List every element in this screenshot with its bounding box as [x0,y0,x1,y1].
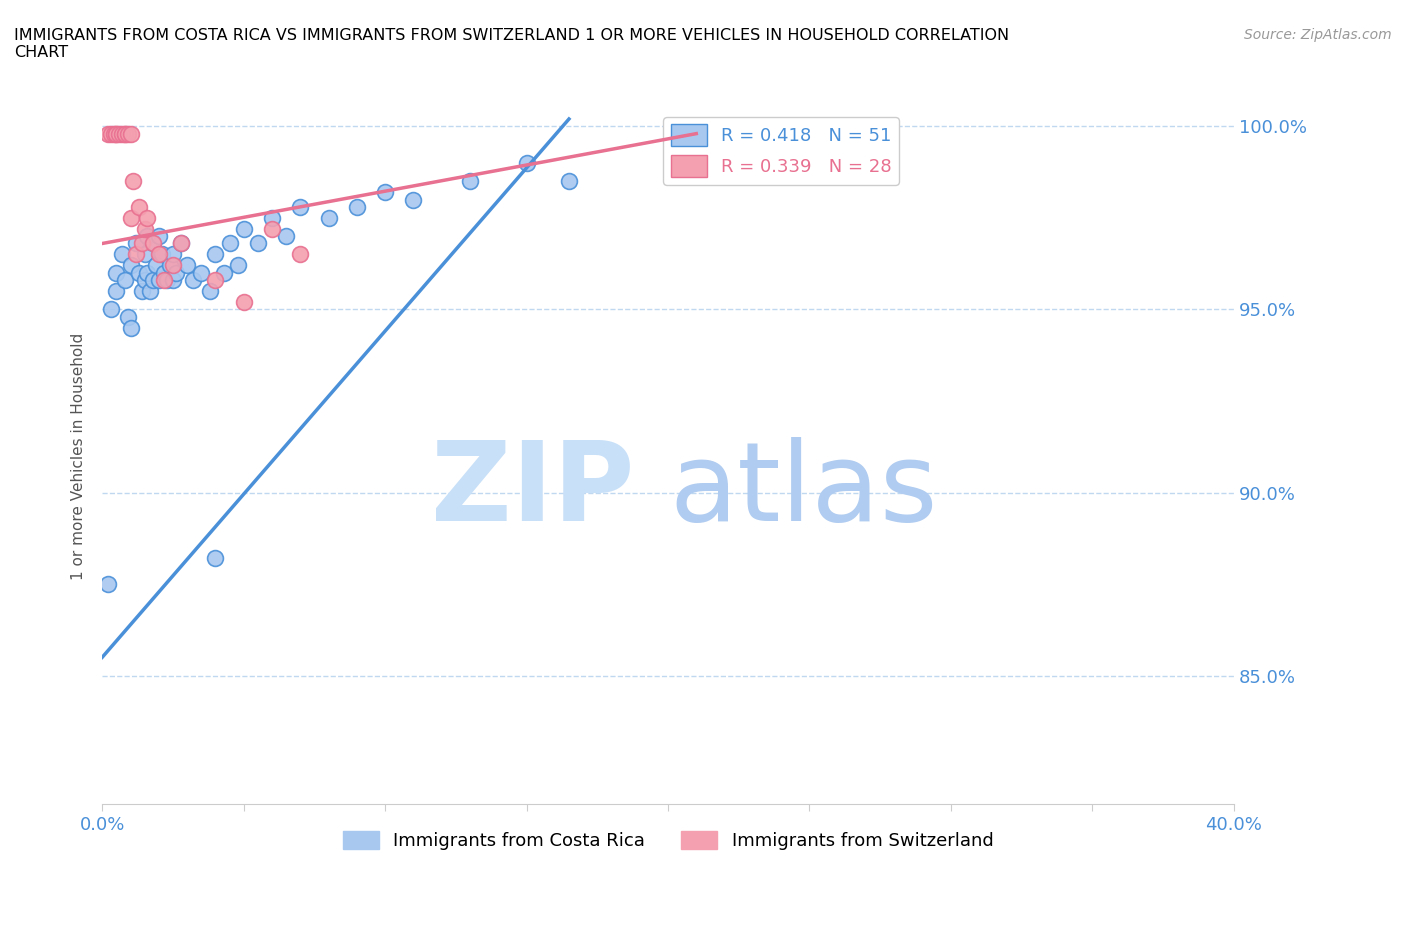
Point [318,210,340,225]
Point [204,272,226,287]
Point [246,236,269,251]
Point [150,247,173,262]
Point [136,265,159,280]
Point [170,236,193,251]
Point [142,236,165,251]
Legend: Immigrants from Costa Rica, Immigrants from Switzerland: Immigrants from Costa Rica, Immigrants f… [336,824,1001,857]
Point [134,272,156,287]
Point [190,265,212,280]
Point [136,229,159,244]
Point [117,310,139,325]
Point [290,199,312,214]
Point [153,272,176,287]
Point [232,221,254,236]
Text: ZIP: ZIP [430,437,634,544]
Point [162,247,184,262]
Point [212,265,235,280]
Point [176,258,198,272]
Point [204,551,226,565]
Point [458,174,481,189]
Point [128,199,150,214]
Point [170,236,193,251]
Point [97,126,120,141]
Point [516,155,538,170]
Point [100,302,122,317]
Point [100,126,122,141]
Point [120,258,142,272]
Point [111,247,134,262]
Text: IMMIGRANTS FROM COSTA RICA VS IMMIGRANTS FROM SWITZERLAND 1 OR MORE VEHICLES IN : IMMIGRANTS FROM COSTA RICA VS IMMIGRANTS… [14,28,1010,60]
Point [131,284,153,299]
Point [198,284,221,299]
Point [114,126,136,141]
Point [142,236,165,251]
Point [125,247,148,262]
Point [685,126,707,141]
Point [162,272,184,287]
Point [204,247,226,262]
Point [402,193,425,207]
Text: Source: ZipAtlas.com: Source: ZipAtlas.com [1244,28,1392,42]
Point [103,126,125,141]
Point [114,272,136,287]
Point [117,126,139,141]
Point [159,258,181,272]
Point [105,126,128,141]
Point [139,284,162,299]
Point [374,185,396,200]
Point [162,258,184,272]
Point [148,272,170,287]
Point [260,210,283,225]
Point [122,174,145,189]
Point [142,272,165,287]
Point [105,265,128,280]
Text: atlas: atlas [669,437,938,544]
Point [111,126,134,141]
Point [558,174,581,189]
Point [226,258,249,272]
Point [105,284,128,299]
Point [120,126,142,141]
Point [120,210,142,225]
Point [148,247,170,262]
Point [134,221,156,236]
Point [134,247,156,262]
Point [97,577,120,591]
Point [165,265,187,280]
Point [181,272,204,287]
Point [290,247,312,262]
Point [148,229,170,244]
Point [114,126,136,141]
Point [136,210,159,225]
Point [153,265,176,280]
Point [156,272,179,287]
Point [346,199,368,214]
Point [232,295,254,310]
Point [131,236,153,251]
Point [125,236,148,251]
Point [218,236,240,251]
Point [108,126,131,141]
Point [120,320,142,335]
Point [105,126,128,141]
Point [274,229,297,244]
Point [260,221,283,236]
Point [128,265,150,280]
Point [145,258,167,272]
Y-axis label: 1 or more Vehicles in Household: 1 or more Vehicles in Household [72,332,86,579]
